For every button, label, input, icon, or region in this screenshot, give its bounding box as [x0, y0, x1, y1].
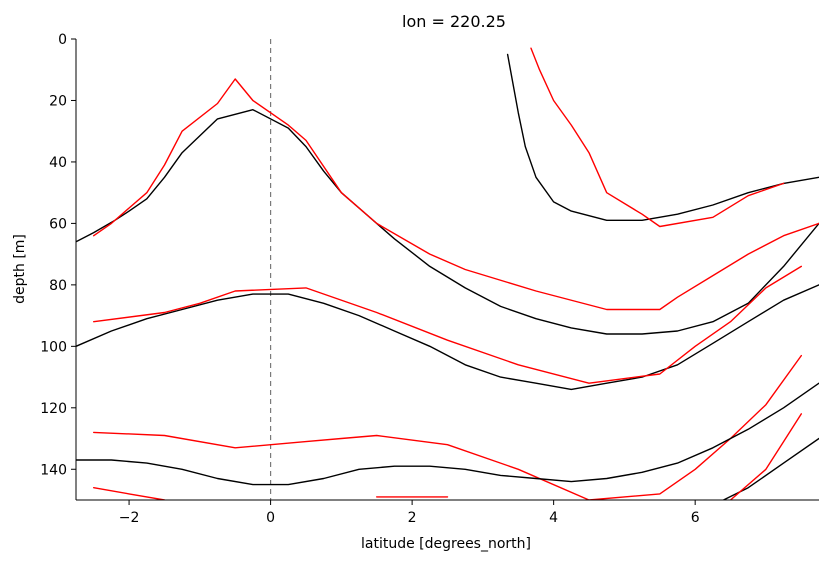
- chart-title: lon = 220.25: [402, 12, 506, 31]
- x-tick-label: 4: [549, 510, 558, 526]
- x-tick-label: −2: [119, 510, 140, 526]
- contour-lines: [76, 47, 819, 500]
- contour-line-6: [92, 265, 802, 384]
- contour-line-5: [76, 284, 819, 391]
- y-tick-label: 100: [40, 339, 67, 355]
- contour-line-3: [506, 53, 819, 222]
- y-tick-label: 20: [49, 93, 67, 109]
- y-tick-label: 0: [58, 32, 67, 48]
- x-tick-label: 6: [691, 510, 700, 526]
- contour-line-11: [722, 437, 819, 500]
- y-tick-label: 120: [40, 401, 67, 417]
- y-tick-label: 80: [49, 278, 67, 294]
- contour-line-1: [76, 108, 819, 335]
- contour-line-8: [76, 382, 819, 486]
- x-tick-label: 2: [408, 510, 417, 526]
- contour-line-2: [92, 78, 819, 311]
- contour-line-4: [530, 47, 785, 228]
- x-axis-label: latitude [degrees_north]: [361, 536, 531, 552]
- y-tick-label: 60: [49, 216, 67, 232]
- contour-line-9: [92, 487, 166, 500]
- y-axis-label: depth [m]: [12, 234, 28, 304]
- y-tick-label: 40: [49, 155, 67, 171]
- y-tick-label: 140: [40, 462, 67, 478]
- x-tick-label: 0: [266, 510, 275, 526]
- contour-line-12: [729, 413, 802, 500]
- contour-line-7: [92, 354, 802, 500]
